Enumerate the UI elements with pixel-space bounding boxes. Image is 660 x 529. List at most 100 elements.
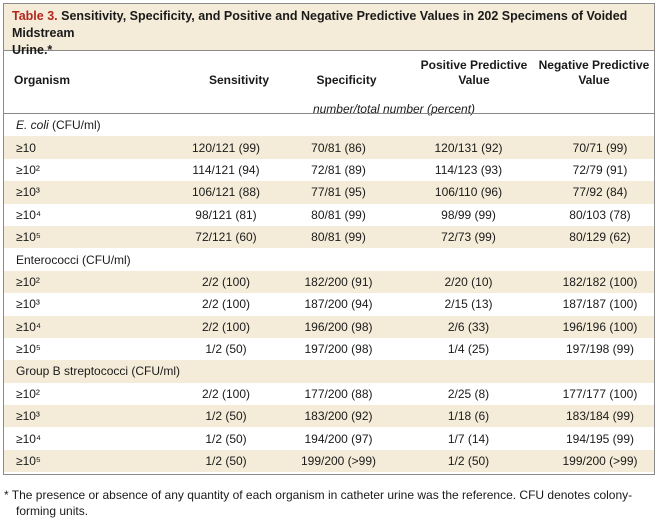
table-row: ≥10⁴ 98/121 (81) 80/81 (99) 98/99 (99) 80/10… bbox=[4, 204, 654, 226]
table-row: ≥10² 2/2 (100) 177/200 (88) 2/25 (8) 177/177… bbox=[4, 383, 654, 405]
ppv-cell: 2/15 (13) bbox=[444, 297, 493, 312]
sensitivity-cell: 114/121 (94) bbox=[192, 162, 260, 177]
table-row: ≥10³ 106/121 (88) 77/81 (95) 106/110 (96) 77… bbox=[4, 181, 654, 204]
threshold-label: ≥10 bbox=[4, 136, 166, 159]
npv-cell: 197/198 (99) bbox=[565, 342, 635, 357]
specificity-cell: 194/200 (97) bbox=[304, 431, 373, 446]
specificity-cell: 77/81 (95) bbox=[286, 181, 391, 204]
table-title-text-line2: Urine.* bbox=[12, 43, 53, 57]
sensitivity-cell: 72/121 (60) bbox=[166, 225, 286, 249]
ppv-cell: 2/6 (33) bbox=[391, 315, 546, 338]
ppv-cell: 1/4 (25) bbox=[447, 342, 490, 357]
table-frame: Table 3. Sensitivity, Specificity, and P… bbox=[3, 3, 655, 475]
header-ppv-line2: Value bbox=[458, 73, 490, 87]
specificity-cell: 177/200 (88) bbox=[304, 386, 373, 401]
sensitivity-cell: 106/121 (88) bbox=[166, 181, 286, 204]
threshold-label: ≥10⁴ bbox=[16, 207, 42, 222]
sensitivity-cell: 98/121 (81) bbox=[195, 207, 257, 222]
table-row: ≥10⁵ 1/2 (50) 197/200 (98) 1/4 (25) 197/198 … bbox=[4, 338, 654, 360]
ppv-cell: 1/2 (50) bbox=[391, 449, 546, 473]
npv-cell: 177/177 (100) bbox=[562, 386, 638, 401]
sensitivity-cell: 1/2 (50) bbox=[166, 449, 286, 473]
threshold-label: ≥10³ bbox=[16, 297, 40, 312]
specificity-cell: 80/81 (99) bbox=[286, 225, 391, 249]
table-row: ≥10⁴ 1/2 (50) 194/200 (97) 1/7 (14) 194/195 … bbox=[4, 427, 654, 449]
table-row: ≥10 120/121 (99) 70/81 (86) 120/131 (92) 70/… bbox=[4, 136, 654, 159]
header-rule bbox=[4, 113, 654, 114]
header-npv-line1: Negative Predictive bbox=[538, 58, 650, 72]
sensitivity-cell: 2/2 (100) bbox=[166, 315, 286, 338]
npv-cell: 194/195 (99) bbox=[565, 431, 635, 446]
group-label-text: Enterococci (CFU/ml) bbox=[16, 252, 131, 267]
ppv-cell: 1/7 (14) bbox=[447, 431, 490, 446]
ppv-cell: 72/73 (99) bbox=[391, 225, 546, 249]
ppv-cell: 120/131 (92) bbox=[391, 136, 546, 159]
threshold-label: ≥10⁴ bbox=[16, 431, 42, 446]
specificity-cell: 199/200 (>99) bbox=[286, 449, 391, 473]
table-row: ≥10⁵ 72/121 (60) 80/81 (99) 72/73 (99) 80/12… bbox=[4, 225, 654, 249]
sensitivity-cell: 1/2 (50) bbox=[205, 342, 247, 357]
footnote-line2: forming units. bbox=[16, 504, 89, 518]
ppv-cell: 106/110 (96) bbox=[391, 181, 546, 204]
ppv-cell: 114/123 (93) bbox=[434, 162, 503, 177]
threshold-label: ≥10⁵ bbox=[4, 225, 166, 249]
sensitivity-cell: 120/121 (99) bbox=[166, 136, 286, 159]
sensitivity-cell: 2/2 (100) bbox=[201, 297, 251, 312]
specificity-cell: 187/200 (94) bbox=[304, 297, 373, 312]
sensitivity-cell: 1/2 (50) bbox=[205, 431, 247, 446]
npv-cell: 182/182 (100) bbox=[546, 270, 654, 294]
sensitivity-cell: 2/2 (100) bbox=[166, 270, 286, 294]
header-npv-line2: Value bbox=[578, 73, 610, 87]
threshold-label: ≥10⁵ bbox=[4, 449, 166, 473]
specificity-cell: 183/200 (92) bbox=[286, 405, 391, 428]
footnote: * The presence or absence of any quantit… bbox=[4, 487, 654, 519]
ppv-cell: 98/99 (99) bbox=[441, 207, 496, 222]
units-note: number/total number (percent) bbox=[312, 102, 476, 116]
ppv-cell: 1/18 (6) bbox=[391, 405, 546, 428]
organism-name: E. coli bbox=[16, 118, 49, 133]
table-row: ≥10⁵ 1/2 (50) 199/200 (>99) 1/2 (50) 199/200… bbox=[4, 449, 654, 473]
specificity-cell: 70/81 (86) bbox=[286, 136, 391, 159]
header-specificity: Specificity bbox=[316, 73, 377, 87]
npv-cell: 199/200 (>99) bbox=[546, 449, 654, 473]
table-title-text: Sensitivity, Specificity, and Positive a… bbox=[12, 9, 628, 40]
group-label: Enterococci (CFU/ml) bbox=[4, 248, 654, 270]
group-label: Group B streptococci (CFU/ml) bbox=[4, 360, 654, 383]
ppv-cell: 2/25 (8) bbox=[447, 386, 490, 401]
header-ppv-line1: Positive Predictive bbox=[420, 58, 528, 72]
group-row: Group B streptococci (CFU/ml) bbox=[4, 360, 654, 383]
group-label-text: (CFU/ml) bbox=[48, 118, 101, 133]
npv-cell: 183/184 (99) bbox=[546, 405, 654, 428]
table-row: ≥10⁴ 2/2 (100) 196/200 (98) 2/6 (33) 196/196… bbox=[4, 315, 654, 338]
table-row: ≥10² 2/2 (100) 182/200 (91) 2/20 (10) 182/18… bbox=[4, 270, 654, 294]
header-ppv: Positive Predictive Value bbox=[399, 58, 549, 88]
threshold-label: ≥10³ bbox=[4, 181, 166, 204]
sensitivity-cell: 1/2 (50) bbox=[166, 405, 286, 428]
threshold-label: ≥10³ bbox=[4, 405, 166, 428]
threshold-label: ≥10² bbox=[16, 162, 40, 177]
specificity-cell: 80/81 (99) bbox=[311, 207, 366, 222]
table-row: ≥10² 114/121 (94) 72/81 (89) 114/123 (93) 72… bbox=[4, 159, 654, 181]
group-label-text: Group B streptococci (CFU/ml) bbox=[16, 364, 181, 379]
footnote-line1: * The presence or absence of any quantit… bbox=[4, 488, 633, 502]
npv-cell: 70/71 (99) bbox=[546, 136, 654, 159]
npv-cell: 80/129 (62) bbox=[546, 225, 654, 249]
table-row: ≥10³ 1/2 (50) 183/200 (92) 1/18 (6) 183/184 … bbox=[4, 405, 654, 428]
threshold-label: ≥10⁴ bbox=[4, 315, 166, 338]
group-row: E. coli (CFU/ml) bbox=[4, 114, 654, 136]
npv-cell: 72/79 (91) bbox=[572, 162, 628, 177]
npv-cell: 80/103 (78) bbox=[569, 207, 631, 222]
header-sensitivity: Sensitivity bbox=[208, 73, 270, 87]
specificity-cell: 182/200 (91) bbox=[286, 270, 391, 294]
group-label: E. coli (CFU/ml) bbox=[4, 114, 654, 136]
npv-cell: 187/187 (100) bbox=[562, 297, 638, 312]
table-title: Table 3. Sensitivity, Specificity, and P… bbox=[4, 4, 654, 57]
data-table: E. coli (CFU/ml) ≥10 120/121 (99) 70/81 (86… bbox=[4, 114, 654, 473]
header-npv: Negative Predictive Value bbox=[529, 58, 659, 88]
npv-cell: 77/92 (84) bbox=[546, 181, 654, 204]
specificity-cell: 72/81 (89) bbox=[311, 162, 366, 177]
header-organism: Organism bbox=[14, 73, 71, 87]
specificity-cell: 197/200 (98) bbox=[304, 342, 373, 357]
ppv-cell: 2/20 (10) bbox=[391, 270, 546, 294]
group-row: Enterococci (CFU/ml) bbox=[4, 248, 654, 270]
